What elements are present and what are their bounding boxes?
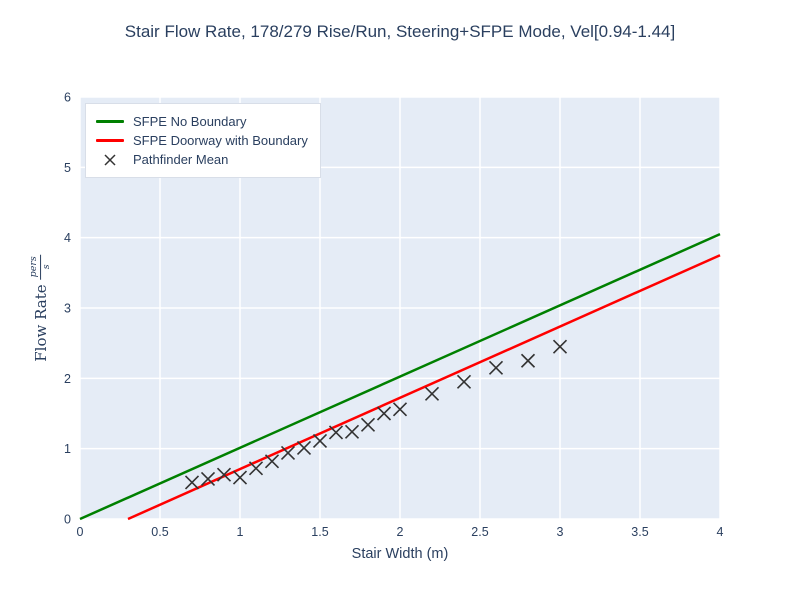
- y-tick-label: 1: [64, 442, 71, 456]
- x-tick-label: 0: [77, 525, 84, 539]
- y-tick-label: 2: [64, 372, 71, 386]
- x-tick-label: 4: [717, 525, 724, 539]
- scatter-marker: [424, 386, 440, 401]
- series-line-sfpe-no-boundary: [79, 233, 721, 521]
- y-tick-label: 5: [64, 161, 71, 175]
- legend-item-sfpe-doorway-with-boundary[interactable]: SFPE Doorway with Boundary: [96, 131, 308, 150]
- legend-label: Pathfinder Mean: [133, 152, 229, 167]
- y-axis-units-fraction: pers s: [28, 254, 53, 280]
- legend-label: SFPE No Boundary: [133, 114, 247, 129]
- x-tick-label: 2.5: [471, 525, 488, 539]
- scatter-marker: [520, 353, 536, 368]
- x-tick-label: 2: [397, 525, 404, 539]
- x-marker-icon: [96, 153, 124, 167]
- scatter-marker: [216, 467, 232, 482]
- scatter-marker: [200, 471, 216, 486]
- scatter-marker: [392, 402, 408, 417]
- y-tick-label: 3: [64, 302, 71, 316]
- x-tick-label: 1.5: [311, 525, 328, 539]
- scatter-marker: [296, 440, 312, 456]
- red-line-swatch: [96, 139, 124, 142]
- green-line-swatch: [96, 120, 124, 123]
- scatter-marker: [248, 461, 264, 476]
- legend-item-sfpe-no-boundary[interactable]: SFPE No Boundary: [96, 112, 308, 131]
- scatter-marker: [280, 445, 296, 460]
- y-tick-label: 0: [64, 513, 71, 527]
- scatter-marker: [344, 424, 360, 439]
- x-tick-label: 1: [237, 525, 244, 539]
- x-tick-label: 3.5: [631, 525, 648, 539]
- x-tick-label: 3: [557, 525, 564, 539]
- scatter-marker: [360, 417, 376, 432]
- scatter-marker: [312, 433, 328, 448]
- scatter-marker: [232, 470, 248, 485]
- scatter-marker: [488, 360, 504, 375]
- x-tick-label: 0.5: [151, 525, 168, 539]
- y-axis-title-text: Flow Rate: [32, 284, 50, 362]
- scatter-marker: [376, 406, 392, 421]
- y-tick-label: 4: [64, 231, 71, 245]
- scatter-marker: [456, 374, 472, 389]
- chart-title: Stair Flow Rate, 178/279 Rise/Run, Steer…: [124, 22, 676, 41]
- y-tick-label: 6: [64, 91, 71, 105]
- legend-label: SFPE Doorway with Boundary: [133, 133, 308, 148]
- x-axis-title: Stair Width (m): [351, 546, 449, 562]
- scatter-marker: [264, 454, 280, 469]
- legend[interactable]: SFPE No Boundary SFPE Doorway with Bound…: [85, 103, 321, 178]
- series-line-sfpe-doorway-with-boundary: [127, 254, 721, 521]
- scatter-marker: [552, 339, 568, 354]
- legend-item-pathfinder-mean[interactable]: Pathfinder Mean: [96, 150, 308, 169]
- scatter-marker: [184, 475, 200, 490]
- y-axis-title: Flow Rate pers s: [28, 254, 54, 362]
- scatter-marker: [328, 425, 344, 440]
